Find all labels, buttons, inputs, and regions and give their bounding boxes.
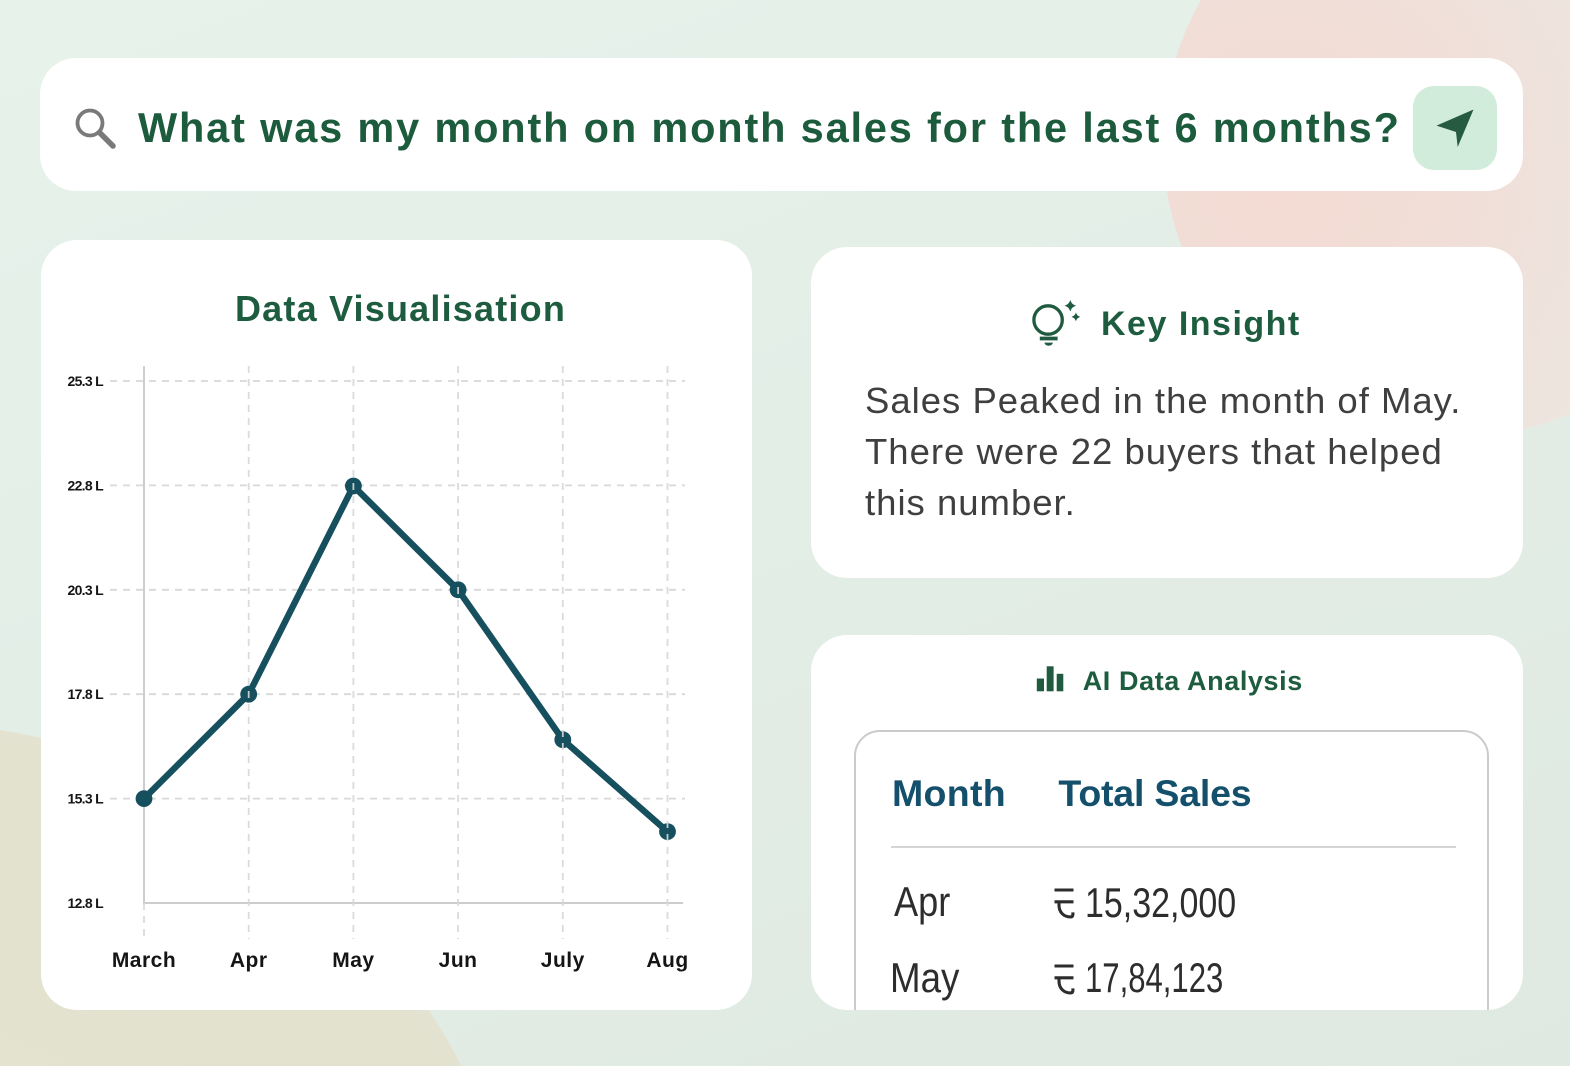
svg-text:25.3 L: 25.3 L	[68, 373, 105, 389]
svg-text:May: May	[332, 949, 374, 972]
svg-text:Apr: Apr	[230, 949, 268, 972]
svg-text:Jun: Jun	[439, 949, 478, 972]
svg-text:July: July	[541, 949, 585, 972]
svg-text:12.8 L: 12.8 L	[68, 895, 105, 911]
svg-text:22.8 L: 22.8 L	[68, 477, 105, 493]
svg-text:17.8 L: 17.8 L	[68, 686, 105, 702]
svg-text:15.3 L: 15.3 L	[68, 791, 105, 807]
svg-text:Aug: Aug	[646, 949, 688, 972]
svg-text:20.3 L: 20.3 L	[68, 582, 105, 598]
svg-text:March: March	[112, 949, 176, 972]
